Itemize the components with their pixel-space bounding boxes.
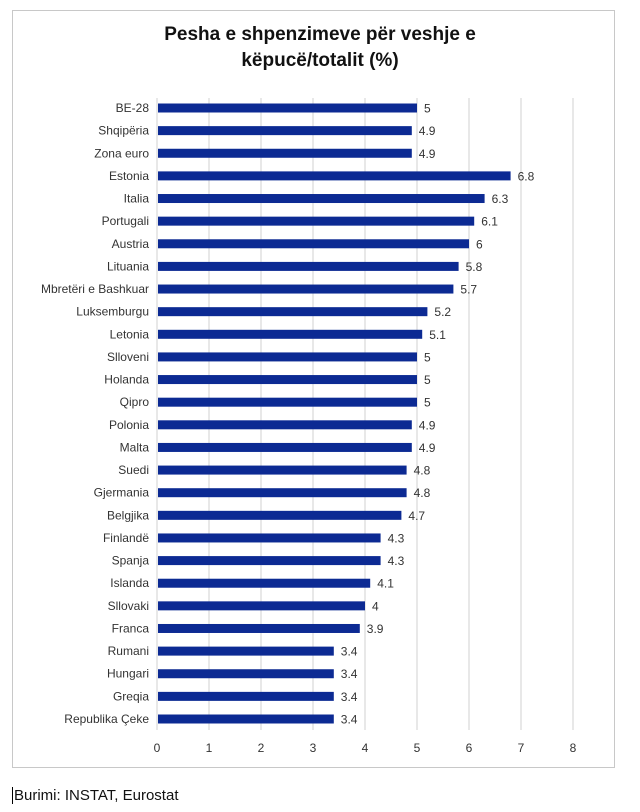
category-label: Italia [124, 192, 150, 206]
data-label: 6.8 [518, 169, 535, 183]
data-label: 4.7 [408, 509, 425, 523]
bar [158, 261, 459, 271]
category-label: Estonia [109, 169, 149, 183]
x-tick-label: 6 [466, 741, 473, 755]
bar [158, 126, 412, 136]
data-label: 6 [476, 237, 483, 251]
bar [158, 601, 365, 611]
bar [158, 556, 381, 566]
title-line-2: këpucë/totalit (%) [241, 50, 399, 71]
bar [158, 442, 412, 452]
category-label: Suedi [118, 463, 149, 477]
x-tick-label: 1 [206, 741, 213, 755]
data-label: 3.4 [341, 690, 358, 704]
data-label: 4.9 [419, 441, 436, 455]
source-caption: Burimi: INSTAT, Eurostat [12, 787, 179, 804]
bar [158, 375, 417, 385]
category-label: Mbretëri e Bashkuar [41, 282, 149, 296]
category-label: Sllovaki [108, 599, 149, 613]
bar [158, 465, 407, 475]
category-label: Hungari [107, 667, 149, 681]
bar [158, 488, 407, 498]
category-label: Polonia [109, 418, 149, 432]
data-label: 5.2 [434, 305, 451, 319]
chart-title: Pesha e shpenzimeve për veshje e këpucë/… [60, 22, 580, 74]
data-label: 5.7 [460, 283, 477, 297]
category-label: Finlandë [103, 531, 149, 545]
data-label: 4 [372, 599, 379, 613]
x-tick-label: 0 [154, 741, 161, 755]
data-label: 4.8 [414, 486, 431, 500]
category-label: Franca [112, 621, 150, 635]
bar [158, 691, 334, 701]
data-label: 4.9 [419, 418, 436, 432]
data-label: 4.3 [388, 531, 405, 545]
bar [158, 239, 469, 249]
title-line-1: Pesha e shpenzimeve për veshje e [164, 24, 476, 45]
x-tick-label: 7 [518, 741, 525, 755]
category-label: Spanja [112, 554, 150, 568]
data-label: 4.8 [414, 464, 431, 478]
x-tick-label: 4 [362, 741, 369, 755]
category-label: Austria [112, 237, 150, 251]
category-label: Belgjika [107, 508, 149, 522]
data-label: 4.1 [377, 577, 394, 591]
category-label: Islanda [110, 576, 149, 590]
data-label: 5 [424, 350, 431, 364]
bar [158, 669, 334, 679]
category-label: Letonia [110, 327, 150, 341]
data-label: 6.3 [492, 192, 509, 206]
bar [158, 307, 428, 317]
x-tick-label: 2 [258, 741, 265, 755]
bar [158, 103, 417, 113]
data-label: 5 [424, 373, 431, 387]
category-label: Lituania [107, 259, 149, 273]
data-label: 5 [424, 396, 431, 410]
category-label: Rumani [108, 644, 149, 658]
data-label: 5.8 [466, 260, 483, 274]
bar [158, 352, 417, 362]
bar [158, 578, 371, 588]
data-label: 6.1 [481, 215, 498, 229]
bar [158, 420, 412, 430]
bar [158, 329, 423, 339]
category-label: Republika Çeke [64, 712, 149, 726]
data-label: 3.4 [341, 667, 358, 681]
bar [158, 646, 334, 656]
bar [158, 623, 360, 633]
bar [158, 216, 475, 226]
x-tick-label: 5 [414, 741, 421, 755]
bar [158, 533, 381, 543]
bar [158, 284, 454, 294]
bar [158, 171, 511, 181]
category-label: BE-28 [116, 101, 150, 115]
data-label: 5.1 [429, 328, 446, 342]
category-label: Gjermania [94, 486, 150, 500]
category-label: Greqia [113, 689, 149, 703]
chart-frame [12, 10, 615, 768]
category-label: Slloveni [107, 350, 149, 364]
data-label: 3.4 [341, 713, 358, 727]
bar [158, 148, 412, 158]
data-label: 3.9 [367, 622, 384, 636]
category-label: Holanda [104, 373, 149, 387]
bar [158, 714, 334, 724]
bar [158, 510, 402, 520]
category-label: Portugali [102, 214, 149, 228]
data-label: 4.9 [419, 124, 436, 138]
bar [158, 194, 485, 204]
category-label: Zona euro [94, 146, 149, 160]
data-label: 4.3 [388, 554, 405, 568]
data-label: 4.9 [419, 147, 436, 161]
bar [158, 397, 417, 407]
category-label: Luksemburgu [76, 305, 149, 319]
category-label: Qipro [120, 395, 150, 409]
category-label: Shqipëria [98, 124, 149, 138]
x-tick-label: 8 [570, 741, 577, 755]
data-label: 5 [424, 102, 431, 116]
x-tick-label: 3 [310, 741, 317, 755]
data-label: 3.4 [341, 645, 358, 659]
category-label: Malta [120, 440, 150, 454]
